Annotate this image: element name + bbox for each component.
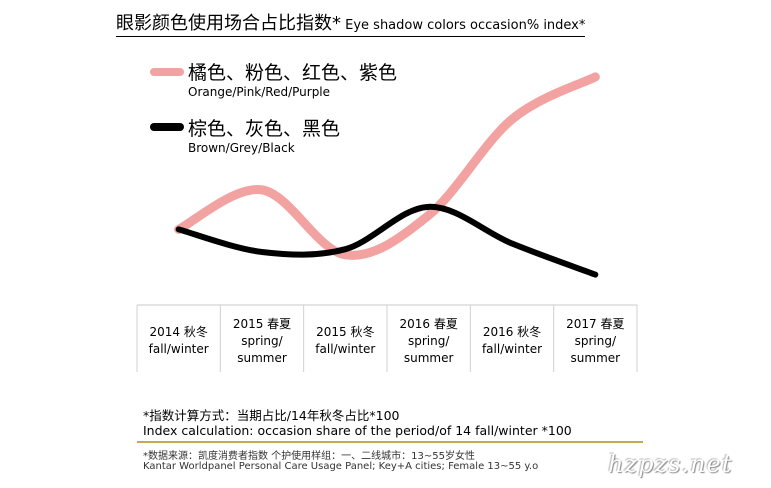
legend-label-neutral-en: Brown/Grey/Black	[188, 141, 295, 155]
legend-swatch-neutral	[150, 123, 184, 131]
category-label: summer	[404, 351, 454, 365]
divider	[137, 441, 643, 443]
index-calc-note-zh: *指数计算方式：当期占比/14年秋冬占比*100	[143, 408, 400, 423]
watermark: hzpzs.net	[608, 450, 733, 478]
category-label: 2015 春夏	[233, 317, 291, 331]
category-label: 2017 春夏	[566, 317, 624, 331]
category-label: 2016 秋冬	[483, 324, 541, 339]
category-label: spring/	[241, 334, 283, 348]
category-label: fall/winter	[315, 342, 375, 356]
series-line-warm	[174, 72, 600, 260]
source-note-en: Kantar Worldpanel Personal Care Usage Pa…	[143, 461, 539, 472]
legend-label-warm-zh: 橘色、粉色、红色、紫色	[188, 62, 398, 84]
chart-title-zh: 眼影颜色使用场合占比指数*	[116, 13, 341, 34]
legend-swatch-warm	[150, 68, 184, 76]
category-label: summer	[571, 351, 621, 365]
source-note-zh: *数据来源：凯度消费者指数 个护使用样组：一、二线城市：13~55岁女性	[143, 451, 476, 462]
chart-title: 眼影颜色使用场合占比指数* Eye shadow colors occasion…	[116, 9, 586, 37]
category-axis: 2014 秋冬 fall/winter 2015 春夏 spring/summer 20…	[136, 304, 638, 372]
series-lines	[174, 72, 600, 278]
category-label: fall/winter	[149, 342, 209, 356]
category-label: summer	[237, 351, 287, 365]
legend-label-neutral-zh: 棕色、灰色、黑色	[188, 118, 341, 140]
legend-label-warm-en: Orange/Pink/Red/Purple	[188, 85, 331, 99]
chart-title-en: Eye shadow colors occasion% index*	[341, 18, 586, 33]
series-line-neutral	[175, 203, 599, 278]
index-calc-note-en: Index calculation: occasion share of the…	[143, 423, 572, 438]
category-label: 2016 春夏	[399, 317, 457, 331]
category-label: spring/	[575, 334, 617, 348]
category-label: 2014 秋冬	[149, 324, 207, 339]
category-label: fall/winter	[482, 342, 542, 356]
category-label: spring/	[408, 334, 450, 348]
category-label: 2015 秋冬	[316, 324, 374, 339]
